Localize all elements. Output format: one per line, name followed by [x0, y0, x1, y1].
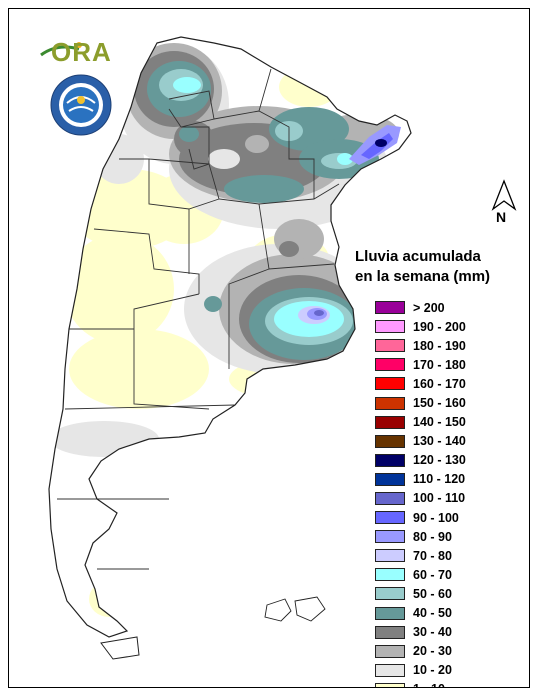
legend-title: Lluvia acumulada en la semana (mm) — [355, 247, 529, 287]
legend-swatch — [375, 644, 405, 658]
legend-item: 60 - 70 — [375, 565, 466, 584]
islands — [264, 596, 326, 622]
legend-swatch — [375, 396, 405, 410]
legend-item: 50 - 60 — [375, 584, 466, 603]
legend-item: 100 - 110 — [375, 489, 466, 508]
legend-item: 10 - 20 — [375, 661, 466, 680]
legend-swatch — [375, 625, 405, 639]
legend-label: 150 - 160 — [413, 396, 466, 411]
legend-swatch — [375, 377, 405, 391]
legend-swatch — [375, 320, 405, 334]
legend-swatch — [375, 606, 405, 620]
smn-seal — [49, 73, 113, 137]
legend-item: 90 - 100 — [375, 508, 466, 527]
legend-label: 130 - 140 — [413, 434, 466, 449]
legend-item: 150 - 160 — [375, 393, 466, 412]
legend-swatch — [375, 434, 405, 448]
legend-item: 20 - 30 — [375, 642, 466, 661]
legend-item: 1 - 10 — [375, 680, 466, 687]
ora-logo-text: ORA — [51, 37, 112, 67]
legend-swatch — [375, 491, 405, 505]
legend-swatch — [375, 301, 405, 315]
legend-item: 190 - 200 — [375, 317, 466, 336]
legend-swatch — [375, 415, 405, 429]
legend-label: 160 - 170 — [413, 376, 466, 391]
legend-item: 160 - 170 — [375, 374, 466, 393]
province-boundaries — [57, 68, 340, 570]
legend-label: 140 - 150 — [413, 415, 466, 430]
legend-item: 140 - 150 — [375, 413, 466, 432]
legend-label: 170 - 180 — [413, 357, 466, 372]
legend-label: 50 - 60 — [413, 586, 452, 601]
legend-label: 110 - 120 — [413, 472, 466, 487]
map-frame: ORA N Lluvia acumulada en la semana (mm)… — [8, 8, 530, 688]
legend-item: 130 - 140 — [375, 432, 466, 451]
north-arrow-icon — [491, 179, 517, 211]
legend-swatch — [375, 339, 405, 353]
legend-item: 70 - 80 — [375, 546, 466, 565]
legend-label: 30 - 40 — [413, 625, 452, 640]
legend-title-line2: en la semana (mm) — [355, 268, 491, 285]
legend-item: 120 - 130 — [375, 451, 466, 470]
legend-label: 180 - 190 — [413, 338, 466, 353]
legend-label: 120 - 130 — [413, 453, 466, 468]
legend-label: 80 - 90 — [413, 529, 452, 544]
legend-swatch — [375, 682, 405, 687]
legend-label: 20 - 30 — [413, 644, 452, 659]
legend-swatch — [375, 530, 405, 544]
ora-logo: ORA — [39, 33, 111, 69]
legend-label: 10 - 20 — [413, 663, 452, 678]
legend-item: 40 - 50 — [375, 604, 466, 623]
legend-item: > 200 — [375, 298, 466, 317]
legend-label: 90 - 100 — [413, 510, 459, 525]
legend-label: 190 - 200 — [413, 319, 466, 334]
legend-swatch — [375, 453, 405, 467]
legend-swatch — [375, 511, 405, 525]
legend-swatch — [375, 587, 405, 601]
legend-label: 1 - 10 — [413, 682, 445, 687]
legend-swatch — [375, 472, 405, 486]
north-label: N — [496, 209, 507, 225]
smn-seal-icon — [50, 74, 112, 136]
legend-label: 60 - 70 — [413, 567, 452, 582]
ora-logo-icon — [40, 42, 82, 57]
legend-swatch — [375, 663, 405, 677]
legend-swatch — [375, 549, 405, 563]
legend-label: > 200 — [413, 300, 445, 315]
legend-item: 80 - 90 — [375, 527, 466, 546]
legend-swatch — [375, 568, 405, 582]
rainfall-map — [48, 36, 412, 660]
legend-item: 110 - 120 — [375, 470, 466, 489]
legend-label: 40 - 50 — [413, 606, 452, 621]
legend-label: 100 - 110 — [413, 491, 466, 506]
legend-label: 70 - 80 — [413, 548, 452, 563]
legend-item: 170 - 180 — [375, 355, 466, 374]
legend: > 200 190 - 200 180 - 190 170 - 180 160 - 17… — [375, 298, 466, 687]
legend-swatch — [375, 358, 405, 372]
legend-item: 30 - 40 — [375, 623, 466, 642]
legend-title-line1: Lluvia acumulada — [355, 248, 481, 265]
north-arrow: N — [487, 179, 521, 229]
legend-item: 180 - 190 — [375, 336, 466, 355]
